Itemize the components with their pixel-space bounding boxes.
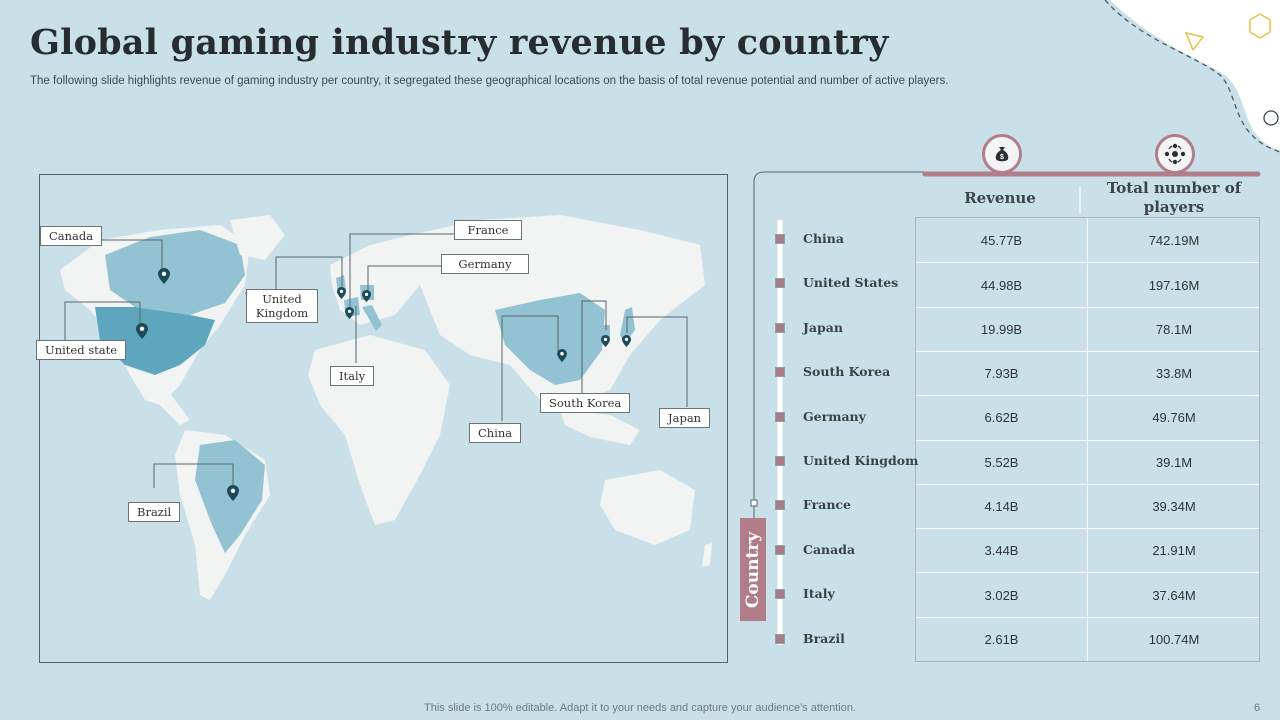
map-pin-icon [622,335,631,347]
country-side-label: Country [743,531,763,608]
row-bullet [775,278,785,289]
map-label-brazil: Brazil [128,502,181,522]
map-label-united-kingdom: United Kingdom [246,289,318,323]
land-africa [308,335,450,525]
players-cell: 49.76M [1152,410,1196,426]
footer-note: This slide is 100% editable. Adapt it to… [424,702,856,714]
network-icon [1164,143,1186,165]
map-pin-icon [158,268,170,284]
map-label-south-korea: South Korea [540,393,631,413]
map-pin-icon [601,335,610,347]
country-name: Germany [803,408,866,424]
players-cell: 39.1M [1155,454,1193,470]
table-row: 3.44B 21.91M [916,528,1259,573]
players-cell: 37.64M [1152,587,1196,603]
players-header: Total number of players [1106,179,1242,216]
row-bullet [775,544,785,555]
world-map-shapes [60,215,712,600]
country-name: France [803,497,851,513]
country-side-tab: Country [740,518,766,621]
country-name: Canada [803,541,856,557]
page-number: 6 [1254,702,1261,714]
row-bullet [775,589,785,600]
row-bullet [775,367,785,378]
players-cell: 39.34M [1152,499,1196,515]
map-label-united-state: United state [36,340,127,360]
land-greenland [230,215,285,260]
table-row: 19.99B 78.1M [916,306,1259,352]
country-name: Brazil [803,630,845,646]
svg-text:$: $ [1000,154,1004,161]
row-bullet [775,411,785,422]
players-cell: 33.8M [1155,366,1193,382]
row-bullet [775,322,785,333]
country-canada [105,230,245,315]
map-label-china: China [469,423,522,443]
row-bullet [775,500,785,511]
row-bullet [775,633,785,644]
page-subtitle: The following slide highlights revenue o… [30,75,949,87]
row-bullet [775,456,785,466]
country-south-korea [603,325,610,337]
revenue-cell: 3.44B [916,529,1088,573]
revenue-cell: 3.02B [916,573,1088,617]
table-row: 2.61B 100.74M [916,616,1259,662]
world-map [39,174,728,663]
map-pin-icon [362,290,371,302]
revenue-cell: 6.62B [916,396,1088,440]
table-row: 7.93B 33.8M [916,350,1259,396]
revenue-cell: 19.99B [916,307,1088,352]
page-title: Global gaming industry revenue by countr… [30,22,889,63]
revenue-cell: 7.93B [916,351,1088,396]
land-central-america [135,375,190,425]
country-name: China [803,231,844,246]
table-row: 44.98B 197.16M [916,262,1259,307]
table-row: 45.77B 742.19M [916,218,1259,263]
revenue-icon-circle: $ [982,134,1022,174]
revenue-table: 45.77B 742.19M 44.98B 197.16M 19.99B 78.1M 7.9… [915,217,1260,662]
players-cell: 21.91M [1152,543,1196,559]
revenue-cell: 44.98B [916,263,1088,307]
revenue-cell: 45.77B [916,218,1088,263]
table-row: 3.02B 37.64M [916,572,1259,617]
revenue-cell: 2.61B [916,617,1088,662]
map-pin-icon [227,485,239,501]
country-name: South Korea [803,364,891,380]
money-bag-icon: $ [995,147,1009,162]
revenue-header: Revenue [964,189,1036,207]
players-cell: 742.19M [1148,232,1200,248]
players-cell: 197.16M [1148,277,1200,293]
country-name: United Kingdom [803,453,919,468]
map-label-germany: Germany [441,254,529,274]
table-row: 4.14B 39.34M [916,483,1259,529]
land-new-zealand [702,543,712,567]
table-row: 5.52B 39.1M [916,439,1259,484]
table-row: 6.62B 49.76M [916,395,1259,440]
players-icon-circle [1155,134,1195,174]
land-australia [600,470,695,545]
map-pin-icon [345,307,354,319]
map-pin-icon [557,349,567,362]
revenue-cell: 4.14B [916,484,1088,529]
country-name: United States [803,275,899,291]
players-cell: 100.74M [1148,631,1200,647]
country-name: Japan [803,319,843,335]
map-label-japan: Japan [659,408,711,428]
map-label-canada: Canada [40,226,103,246]
land-southeast-asia [560,410,640,445]
map-label-france: France [454,220,522,240]
map-label-italy: Italy [330,366,375,386]
map-pin-icon [337,287,346,299]
country-name: Italy [803,586,835,602]
revenue-cell: 5.52B [916,440,1088,484]
players-cell: 78.1M [1155,321,1193,337]
country-italy [362,305,382,331]
row-bullet [775,234,785,244]
map-pin-icon [136,323,148,339]
